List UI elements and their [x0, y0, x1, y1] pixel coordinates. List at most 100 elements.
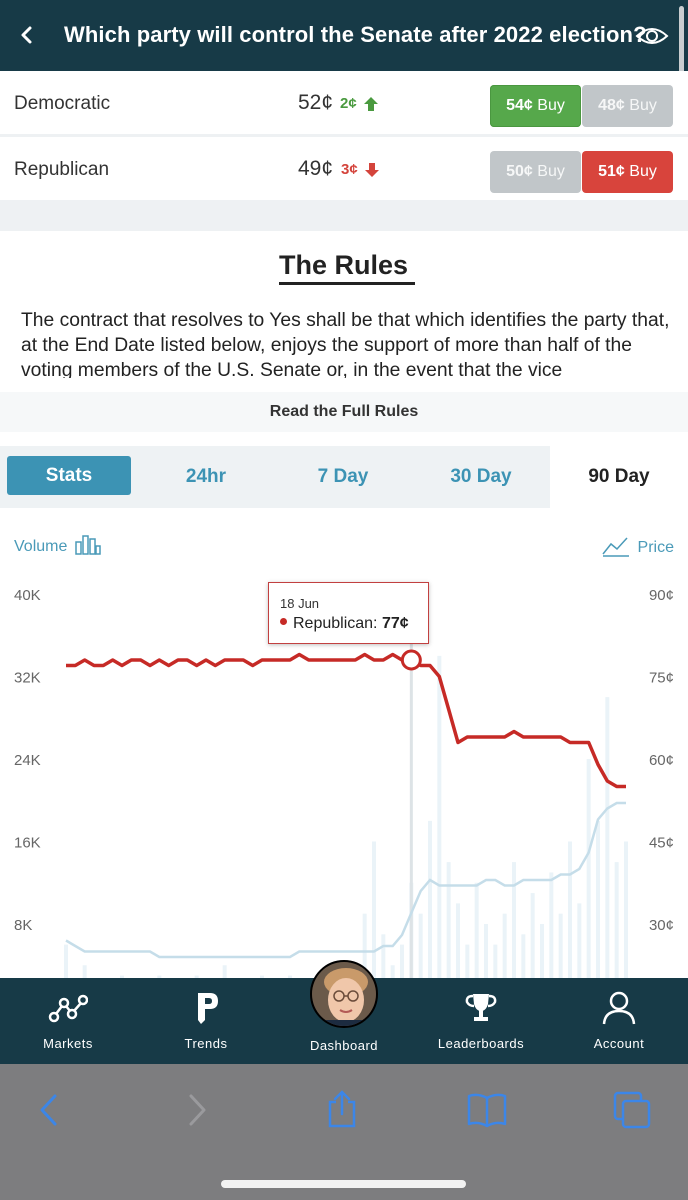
browser-forward-icon[interactable]: [180, 1090, 214, 1130]
tab-7day[interactable]: 7 Day: [317, 466, 369, 487]
chart-tooltip: 18 Jun Republican: 77¢: [268, 582, 429, 644]
rules-title-underline: [279, 282, 415, 285]
volume-bar: [120, 975, 124, 978]
contract-price: 52¢: [298, 91, 334, 114]
volume-bar: [586, 759, 591, 978]
back-chevron-icon[interactable]: [14, 18, 42, 52]
nav-account[interactable]: Account: [559, 978, 679, 1064]
tab-30day[interactable]: 30 Day: [450, 466, 512, 487]
y-left-tick-label: 32K: [14, 670, 41, 687]
y-left-tick-label: 40K: [14, 587, 41, 604]
volume-bar: [64, 944, 68, 978]
contract-name: Republican: [14, 159, 110, 180]
volume-bar: [484, 924, 488, 978]
volume-legend: Volume: [14, 534, 102, 556]
trends-icon: [198, 993, 218, 1024]
contract-row-democratic: Democratic 52¢ 2¢ 54¢ Buy 48¢ Buy: [0, 71, 688, 134]
volume-bar: [157, 975, 162, 978]
bookmarks-icon[interactable]: [466, 1090, 508, 1130]
volume-bar: [596, 820, 600, 978]
rules-text: The contract that resolves to Yes shall …: [21, 310, 670, 378]
volume-bar: [521, 934, 526, 978]
volume-bar: [474, 882, 479, 978]
volume-bar: [260, 975, 264, 978]
price-legend: Price: [601, 534, 674, 558]
contract-row-republican: Republican 49¢ 3¢ 50¢ Buy 51¢ Buy: [0, 137, 688, 200]
volume-bar: [390, 965, 395, 978]
browser-back-icon[interactable]: [32, 1090, 66, 1130]
volume-bar: [288, 975, 292, 978]
y-left-tick-label: 16K: [14, 835, 41, 852]
scrollbar[interactable]: [679, 6, 684, 112]
volume-bar: [512, 862, 516, 978]
y-right-tick-label: 60¢: [649, 752, 674, 769]
tab-24hr[interactable]: 24hr: [185, 466, 227, 487]
volume-bar: [372, 841, 376, 978]
contract-name: Democratic: [14, 93, 111, 114]
arrow-up-icon: [364, 97, 378, 111]
volume-bar: [577, 903, 582, 978]
y-left-tick-label: 8K: [14, 917, 32, 934]
home-indicator: [221, 1180, 466, 1188]
volume-bar: [437, 655, 442, 978]
volume-bar: [456, 903, 460, 978]
series-dot: [280, 618, 287, 626]
chart-range-tabs: Stats 24hr 7 Day 30 Day 90 Day: [0, 446, 688, 508]
volume-bar: [530, 893, 535, 978]
volume-bar: [624, 841, 628, 978]
volume-bar: [418, 913, 423, 978]
tab-90day[interactable]: 90 Day: [550, 446, 688, 508]
trophy-icon: [465, 994, 497, 1021]
watch-eye-icon[interactable]: [634, 20, 670, 52]
avatar[interactable]: [310, 960, 378, 1028]
app-header: Which party will control the Senate afte…: [0, 0, 688, 71]
line-chart-icon: [602, 537, 630, 557]
volume-bar: [605, 697, 610, 978]
tab-stats[interactable]: Stats: [7, 456, 131, 495]
rules-title: The Rules: [279, 250, 409, 280]
volume-bar: [428, 820, 432, 978]
nav-dashboard[interactable]: Dashboard: [309, 1038, 379, 1053]
share-icon[interactable]: [322, 1090, 362, 1130]
volume-bar: [82, 965, 87, 978]
y-right-tick-label: 30¢: [649, 917, 674, 934]
tooltip-date: 18 Jun: [280, 596, 320, 611]
price-chart[interactable]: Volume Price 40K 32K 24K 16K 8K 90¢ 75¢ 60¢ 45¢…: [0, 508, 688, 978]
bar-chart-icon: [75, 535, 101, 555]
tabs-icon[interactable]: [612, 1090, 652, 1130]
buy-no-button[interactable]: 48¢ Buy: [582, 85, 673, 127]
browser-toolbar: [0, 1064, 688, 1200]
volume-bar: [568, 841, 572, 978]
nav-markets[interactable]: Markets: [8, 978, 128, 1064]
nav-leaderboards[interactable]: Leaderboards: [421, 978, 541, 1064]
nav-trends[interactable]: Trends: [146, 978, 266, 1064]
volume-bar: [549, 872, 554, 978]
read-full-rules-link[interactable]: Read the Full Rules: [0, 392, 688, 432]
price-change: 2¢: [340, 95, 357, 112]
chart-plot: 40K 32K 24K 16K 8K 90¢ 75¢ 60¢ 45¢ 30¢: [14, 587, 674, 978]
series-line-republican: [66, 652, 626, 789]
arrow-down-icon: [365, 163, 379, 177]
volume-bar: [493, 944, 498, 978]
volume-bar: [540, 924, 544, 978]
y-right-tick-label: 45¢: [649, 835, 674, 852]
volume-bar: [502, 913, 507, 978]
volume-bar: [194, 975, 199, 978]
volume-bar: [381, 934, 386, 978]
volume-bar: [465, 944, 470, 978]
volume-bar: [558, 913, 563, 978]
series-line-democratic: [65, 801, 626, 959]
volume-bar: [614, 862, 619, 978]
tooltip-value: Republican: 77¢: [280, 615, 409, 633]
buy-no-button[interactable]: 51¢ Buy: [582, 151, 673, 193]
buy-yes-button[interactable]: 54¢ Buy: [490, 85, 581, 127]
y-right-tick-label: 75¢: [649, 670, 674, 687]
hover-point: [400, 649, 422, 671]
price-change: 3¢: [341, 161, 358, 178]
account-icon: [602, 991, 636, 1025]
contract-price: 49¢: [298, 157, 334, 180]
volume-bar: [362, 913, 367, 978]
markets-icon: [48, 994, 88, 1023]
buy-yes-button[interactable]: 50¢ Buy: [490, 151, 581, 193]
volume-bar: [222, 965, 227, 978]
